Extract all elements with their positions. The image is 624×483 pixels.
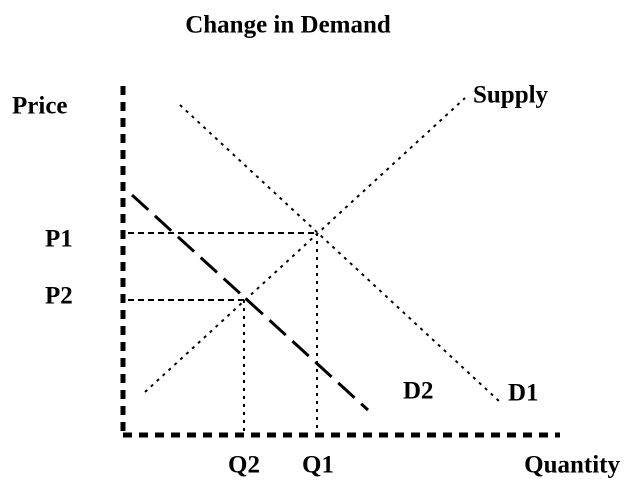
quantity-label: Q1: [302, 452, 334, 479]
quantity-label: Q2: [228, 452, 260, 479]
x-axis-label: Quantity: [524, 452, 620, 479]
title: Change in Demand: [185, 12, 391, 39]
demand-curve-2: [130, 193, 370, 412]
supply-curve: [144, 97, 466, 393]
price-label: P2: [45, 283, 73, 310]
y-axis-label: Price: [12, 93, 68, 120]
price-label: P1: [45, 226, 73, 253]
supply-label: Supply: [473, 82, 549, 109]
d2-label: D2: [403, 378, 434, 405]
d1-label: D1: [508, 380, 539, 407]
demand-curve-1: [179, 104, 501, 403]
